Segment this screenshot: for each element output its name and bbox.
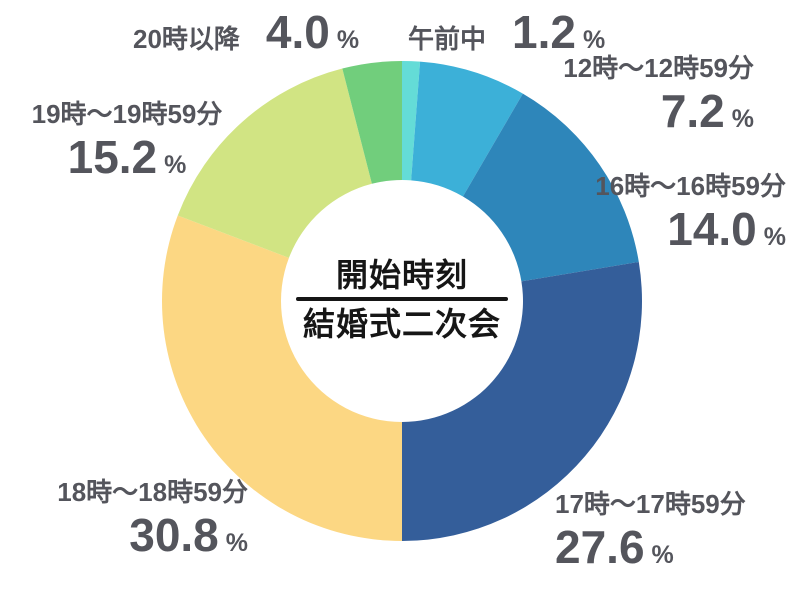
segment-label-12h: 12時〜12時59分 7.2% [528, 52, 754, 148]
percent-sign: % [731, 105, 754, 133]
percent-sign: % [651, 541, 674, 569]
donut-slice-3 [402, 261, 642, 542]
segment-name: 18時〜18時59分 [57, 477, 248, 507]
segment-name: 午前中 [408, 24, 487, 54]
segment-value: 15.2% [67, 131, 187, 183]
segment-value: 27.6% [555, 521, 674, 573]
percent-sign: % [336, 26, 360, 54]
segment-value: 14.0% [667, 203, 786, 255]
chart-center-title: 開始時刻 結婚式二次会 [282, 256, 522, 343]
donut-slice-2 [462, 93, 639, 282]
segment-label-after-20: 20時以降 4.0% [133, 4, 359, 72]
segment-value: 7.2% [660, 85, 754, 137]
donut-slice-5 [177, 68, 372, 258]
segment-label-17h: 17時〜17時59分 27.6% [555, 488, 795, 584]
percent-sign: % [225, 529, 248, 557]
segment-label-19h: 19時〜19時59分 15.2% [15, 98, 239, 194]
center-divider [296, 297, 508, 301]
center-title-bottom: 結婚式二次会 [302, 306, 501, 342]
donut-slice-1 [411, 61, 523, 197]
segment-name: 17時〜17時59分 [555, 489, 746, 519]
percent-sign: % [763, 223, 786, 251]
percent-sign: % [164, 151, 187, 179]
segment-value: 30.8% [129, 509, 248, 561]
segment-name: 12時〜12時59分 [563, 53, 754, 83]
percent-sign: % [582, 26, 606, 54]
donut-slice-6 [342, 61, 402, 184]
segment-label-18h: 18時〜18時59分 30.8% [20, 476, 248, 572]
segment-label-morning: 午前中 1.2% [408, 4, 605, 72]
donut-slice-0 [402, 61, 421, 181]
segment-value: 1.2% [512, 6, 606, 58]
center-title-top: 開始時刻 [335, 257, 468, 293]
segment-name: 20時以降 [133, 24, 240, 54]
segment-name: 16時〜16時59分 [595, 171, 786, 201]
segment-label-16h: 16時〜16時59分 14.0% [556, 170, 786, 266]
segment-name: 19時〜19時59分 [31, 99, 223, 129]
segment-value: 4.0% [265, 6, 360, 58]
donut-slice-4 [161, 215, 402, 541]
